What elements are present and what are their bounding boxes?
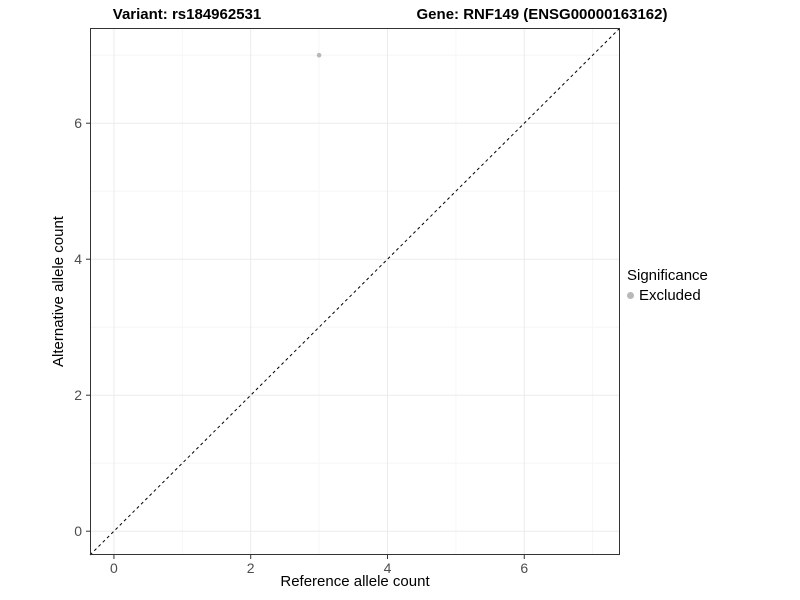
y-axis-label: Alternative allele count (49, 216, 67, 367)
y-tick-label: 6 (74, 115, 82, 131)
x-tick-label: 2 (247, 560, 255, 576)
scatter-plot-svg: 0 2 4 6 0 2 4 6 (74, 27, 621, 576)
legend-title: Significance (627, 267, 708, 284)
x-tick-label: 4 (384, 560, 392, 576)
data-point (316, 52, 322, 58)
panel-border (90, 28, 620, 555)
legend: Significance Excluded (627, 267, 708, 304)
legend-point-icon (627, 292, 634, 299)
legend-item-excluded: Excluded (627, 287, 708, 304)
legend-item-label: Excluded (639, 287, 701, 304)
x-axis-label: Reference allele count (280, 573, 430, 590)
plot-title-variant: Variant: rs184962531 (112, 6, 262, 23)
y-axis-label-wrap: Alternative allele count (46, 28, 70, 555)
plot-title-gene: Gene: RNF149 (ENSG00000163162) (416, 6, 668, 23)
plot-panel: 0 2 4 6 0 2 4 6 (74, 27, 621, 576)
x-tick-label: 6 (520, 560, 528, 576)
y-tick-label: 4 (74, 251, 82, 267)
x-tick-label: 0 (110, 560, 118, 576)
y-tick-label: 2 (74, 387, 82, 403)
identity-line (89, 27, 621, 556)
y-tick-label: 0 (74, 523, 82, 539)
